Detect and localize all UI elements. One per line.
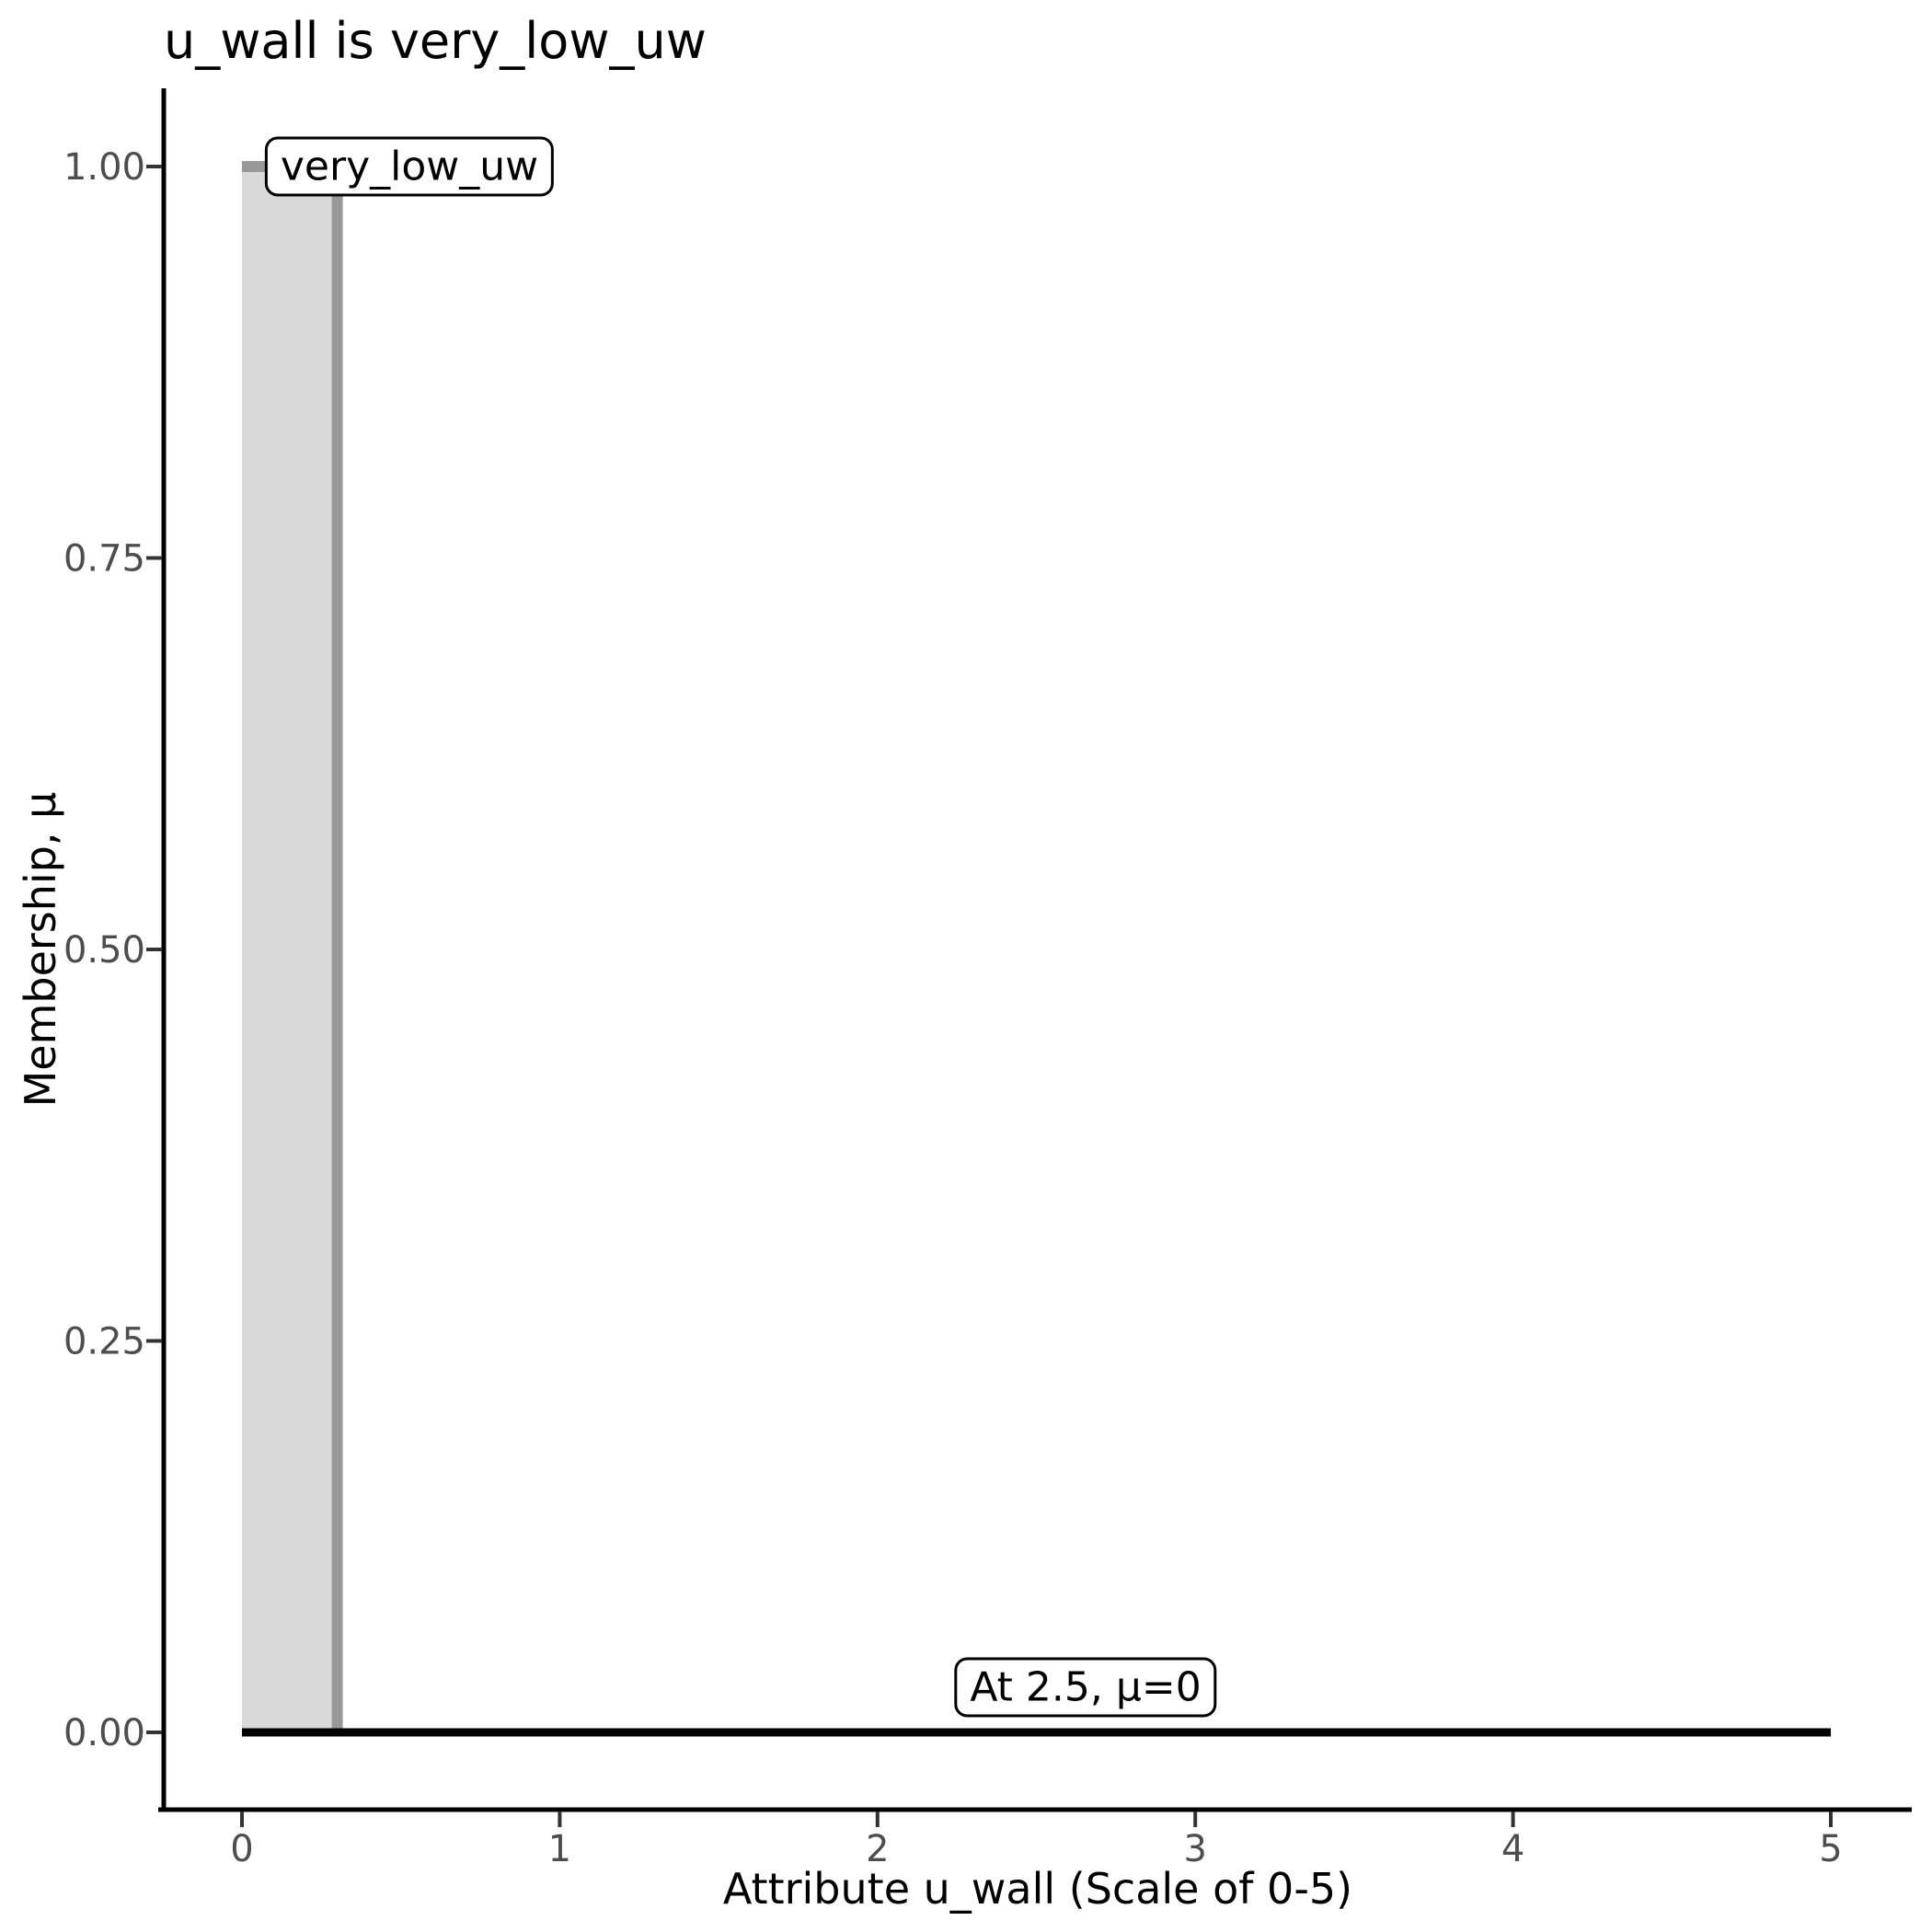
x-tick-label: 0 (230, 1828, 253, 1870)
y-axis-label: Membership, μ (16, 791, 65, 1108)
x-tick-label: 4 (1501, 1828, 1524, 1870)
x-tick-label: 2 (866, 1828, 889, 1870)
x-tick-label: 1 (548, 1828, 571, 1870)
x-tick-label: 3 (1183, 1828, 1206, 1870)
y-tick-label: 0.00 (63, 1712, 145, 1754)
x-axis-label: Attribute u_wall (Scale of 0-5) (722, 1864, 1353, 1914)
x-tick-label: 5 (1819, 1828, 1842, 1870)
y-tick-label: 0.25 (63, 1321, 145, 1363)
annotation-very-low-uw: very_low_uw (264, 136, 555, 197)
y-tick-label: 1.00 (63, 146, 145, 189)
annotation-at-2-5-mu-0: At 2.5, μ=0 (954, 1657, 1217, 1718)
chart-title: u_wall is very_low_uw (164, 12, 707, 70)
y-tick-label: 0.75 (63, 538, 145, 581)
membership-area-fill (242, 167, 338, 1732)
y-tick-label: 0.50 (63, 929, 145, 972)
